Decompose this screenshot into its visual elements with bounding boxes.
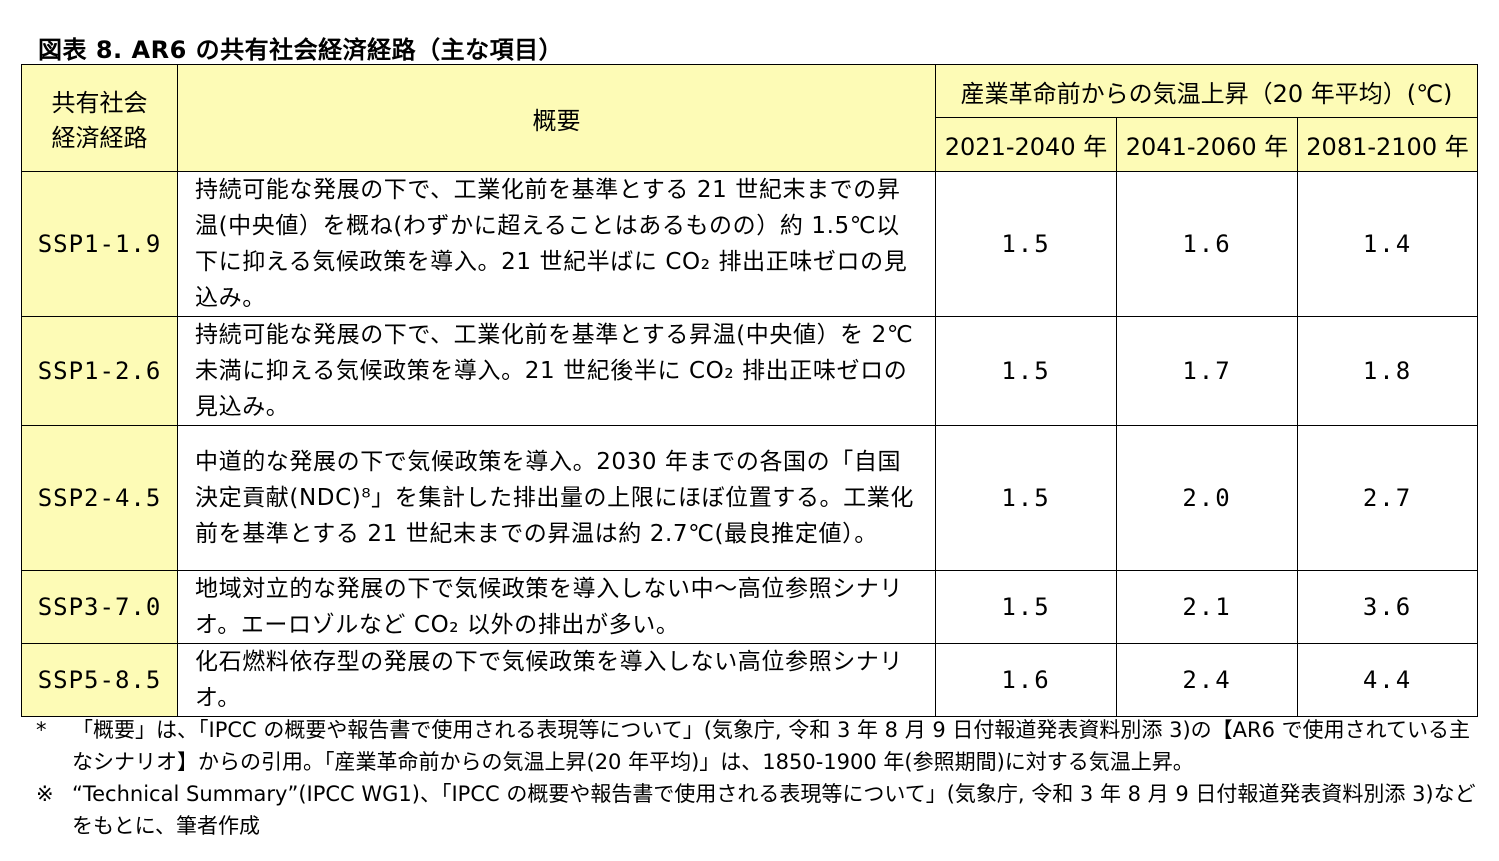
value-2041-2060: 1.6: [1116, 171, 1298, 317]
scenario-description: 中道的な発展の下で気候政策を導入。2030 年までの各国の「自国決定貢献(NDC…: [177, 425, 936, 571]
table-row: SSP5-8.5 化石燃料依存型の発展の下で気候政策を導入しない高位参照シナリオ…: [21, 643, 1479, 717]
footnote-text: 「概要」は、「IPCC の概要や報告書で使用される表現等について」(気象庁, 令…: [72, 718, 1470, 774]
footnotes: * 「概要」は、「IPCC の概要や報告書で使用される表現等について」(気象庁,…: [36, 714, 1476, 842]
value-2081-2100: 4.4: [1296, 643, 1479, 717]
footnote-mark: ※: [36, 782, 54, 806]
figure-title: 図表 8. AR6 の共有社会経済経路（主な項目）: [38, 36, 564, 64]
value-2041-2060: 2.1: [1116, 570, 1298, 644]
scenario-name: SSP2-4.5: [21, 425, 178, 571]
header-overview: 概要: [177, 64, 936, 172]
value-2021-2040: 1.5: [935, 425, 1117, 571]
value-2081-2100: 3.6: [1296, 570, 1479, 644]
header-period-1: 2021-2040 年: [935, 117, 1117, 172]
header-temperature-rise: 産業革命前からの気温上昇（20 年平均）(℃): [934, 64, 1479, 118]
table-row: SSP2-4.5 中道的な発展の下で気候政策を導入。2030 年までの各国の「自…: [21, 425, 1479, 571]
value-2021-2040: 1.5: [935, 171, 1117, 317]
value-2041-2060: 2.0: [1116, 425, 1298, 571]
scenario-description: 持続可能な発展の下で、工業化前を基準とする昇温(中央値）を 2℃未満に抑える気候…: [177, 316, 936, 426]
scenario-name: SSP1-1.9: [21, 171, 178, 317]
scenario-description: 地域対立的な発展の下で気候政策を導入しない中～高位参照シナリオ。エーロゾルなど …: [177, 570, 936, 644]
scenario-name: SSP1-2.6: [21, 316, 178, 426]
value-2041-2060: 2.4: [1116, 643, 1298, 717]
table-row: SSP3-7.0 地域対立的な発展の下で気候政策を導入しない中～高位参照シナリオ…: [21, 570, 1479, 644]
scenario-description: 持続可能な発展の下で、工業化前を基準とする 21 世紀末までの昇温(中央値）を概…: [177, 171, 936, 317]
header-period-2: 2041-2060 年: [1116, 117, 1298, 172]
table-row: SSP1-1.9 持続可能な発展の下で、工業化前を基準とする 21 世紀末までの…: [21, 171, 1479, 317]
header-scenario: 共有社会 経済経路: [21, 64, 178, 172]
footnote-text: “Technical Summary”(IPCC WG1)、「IPCC の概要や…: [72, 782, 1476, 838]
ssp-table: 共有社会 経済経路 概要 産業革命前からの気温上昇（20 年平均）(℃) 202…: [21, 64, 1479, 717]
header-row-top: 共有社会 経済経路 概要 産業革命前からの気温上昇（20 年平均）(℃): [21, 64, 1479, 172]
scenario-name: SSP5-8.5: [21, 643, 178, 717]
value-2021-2040: 1.5: [935, 570, 1117, 644]
table-row: SSP1-2.6 持続可能な発展の下で、工業化前を基準とする昇温(中央値）を 2…: [21, 316, 1479, 426]
value-2041-2060: 1.7: [1116, 316, 1298, 426]
scenario-description: 化石燃料依存型の発展の下で気候政策を導入しない高位参照シナリオ。: [177, 643, 936, 717]
header-row-periods: 2021-2040 年 2041-2060 年 2081-2100 年: [22, 117, 1479, 172]
value-2081-2100: 1.8: [1296, 316, 1479, 426]
value-2081-2100: 1.4: [1296, 171, 1479, 317]
scenario-name: SSP3-7.0: [21, 570, 178, 644]
value-2081-2100: 2.7: [1296, 425, 1479, 571]
footnote: * 「概要」は、「IPCC の概要や報告書で使用される表現等について」(気象庁,…: [36, 714, 1476, 778]
footnote-mark: *: [36, 718, 47, 742]
value-2021-2040: 1.5: [935, 316, 1117, 426]
value-2021-2040: 1.6: [935, 643, 1117, 717]
header-period-3: 2081-2100 年: [1296, 117, 1479, 172]
footnote: ※ “Technical Summary”(IPCC WG1)、「IPCC の概…: [36, 778, 1476, 842]
